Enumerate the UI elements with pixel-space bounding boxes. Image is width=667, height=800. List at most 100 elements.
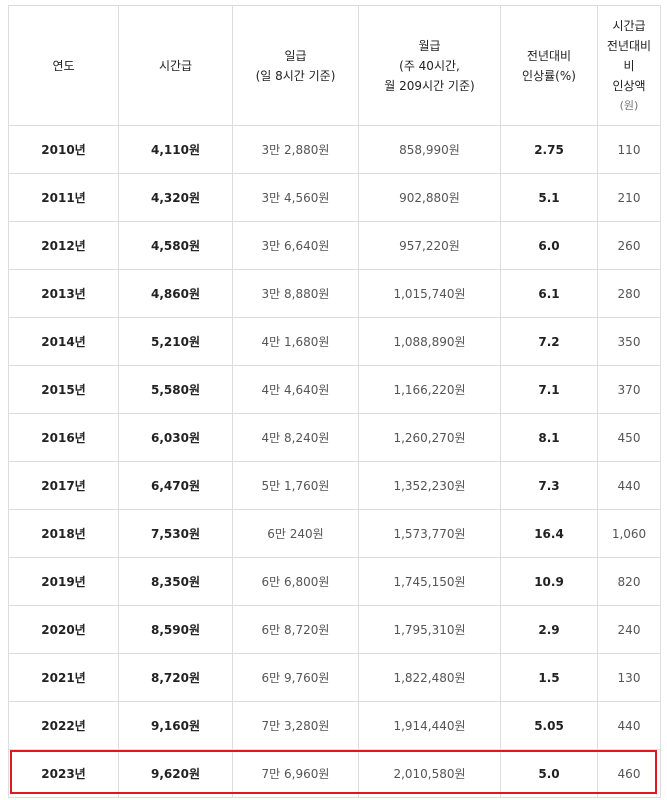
table-cell: 450 xyxy=(597,413,661,462)
table-cell: 6만 9,760원 xyxy=(232,653,359,702)
header-line: 월급 xyxy=(418,38,441,53)
table-cell: 370 xyxy=(597,365,661,414)
table-cell: 4,110원 xyxy=(118,125,233,174)
table-row: 2023년 9,620원 7만 6,960원 2,010,580원 5.0 460 xyxy=(8,749,661,798)
table-cell: 8,720원 xyxy=(118,653,233,702)
table-row: 2013년 4,860원 3만 8,880원 1,015,740원 6.1 280 xyxy=(8,269,661,318)
table-cell: 280 xyxy=(597,269,661,318)
table-row: 2019년 8,350원 6만 6,800원 1,745,150원 10.9 820 xyxy=(8,557,661,606)
table-cell: 210 xyxy=(597,173,661,222)
table-cell: 5.0 xyxy=(500,749,598,798)
table-cell: 440 xyxy=(597,701,661,750)
table-row: 2014년 5,210원 4만 1,680원 1,088,890원 7.2 350 xyxy=(8,317,661,366)
table-cell: 8.1 xyxy=(500,413,598,462)
wage-table: 연도 시간급 일급 (일 8시간 기준) 월급 (주 40시간, 월 209시간 기준) 전년… xyxy=(8,5,661,798)
table-cell: 2016년 xyxy=(8,413,119,462)
table-cell: 350 xyxy=(597,317,661,366)
table-cell: 7만 3,280원 xyxy=(232,701,359,750)
table-cell: 240 xyxy=(597,605,661,654)
table-cell: 6.1 xyxy=(500,269,598,318)
table-cell: 3만 6,640원 xyxy=(232,221,359,270)
table-cell: 1,573,770원 xyxy=(358,509,501,558)
table-cell: 2023년 xyxy=(8,749,119,798)
table-cell: 6만 6,800원 xyxy=(232,557,359,606)
table-row: 2010년 4,110원 3만 2,880원 858,990원 2.75 110 xyxy=(8,125,661,174)
table-cell: 2.75 xyxy=(500,125,598,174)
table-cell: 2013년 xyxy=(8,269,119,318)
table-cell: 110 xyxy=(597,125,661,174)
table-cell: 7,530원 xyxy=(118,509,233,558)
table-cell: 4만 4,640원 xyxy=(232,365,359,414)
table-cell: 4만 1,680원 xyxy=(232,317,359,366)
table-cell: 1,352,230원 xyxy=(358,461,501,510)
table-cell: 2010년 xyxy=(8,125,119,174)
header-cell: 일급 (일 8시간 기준) xyxy=(232,5,359,126)
header-cell: 시간급 전년대비 비 인상액 (원) xyxy=(597,5,661,126)
table-row: 2012년 4,580원 3만 6,640원 957,220원 6.0 260 xyxy=(8,221,661,270)
table-cell: 3만 4,560원 xyxy=(232,173,359,222)
header-line: (주 40시간, xyxy=(399,58,460,73)
table-cell: 16.4 xyxy=(500,509,598,558)
header-line: 월 209시간 기준) xyxy=(384,78,475,93)
table-cell: 460 xyxy=(597,749,661,798)
table-cell: 5,210원 xyxy=(118,317,233,366)
table-cell: 440 xyxy=(597,461,661,510)
table-cell: 2019년 xyxy=(8,557,119,606)
table-cell: 4,860원 xyxy=(118,269,233,318)
table-cell: 6만 8,720원 xyxy=(232,605,359,654)
table-cell: 2014년 xyxy=(8,317,119,366)
table-cell: 6.0 xyxy=(500,221,598,270)
table-cell: 9,160원 xyxy=(118,701,233,750)
header-line: 시간급 xyxy=(612,18,646,33)
table-cell: 5.1 xyxy=(500,173,598,222)
header-line: 전년대비 xyxy=(606,38,652,53)
table-cell: 1,015,740원 xyxy=(358,269,501,318)
table-cell: 3만 2,880원 xyxy=(232,125,359,174)
table-cell: 4,580원 xyxy=(118,221,233,270)
table-cell: 130 xyxy=(597,653,661,702)
table-cell: 5만 1,760원 xyxy=(232,461,359,510)
table-cell: 7.2 xyxy=(500,317,598,366)
header-line: 연도 xyxy=(52,58,75,73)
table-cell: 2012년 xyxy=(8,221,119,270)
table-cell: 2017년 xyxy=(8,461,119,510)
table-cell: 1.5 xyxy=(500,653,598,702)
header-line: (일 8시간 기준) xyxy=(255,68,336,83)
table-cell: 5.05 xyxy=(500,701,598,750)
table-cell: 7.1 xyxy=(500,365,598,414)
table-cell: 2021년 xyxy=(8,653,119,702)
table-cell: 1,166,220원 xyxy=(358,365,501,414)
table-cell: 10.9 xyxy=(500,557,598,606)
table-cell: 1,745,150원 xyxy=(358,557,501,606)
header-line: 인상률(%) xyxy=(522,68,576,83)
table-row: 2016년 6,030원 4만 8,240원 1,260,270원 8.1 450 xyxy=(8,413,661,462)
table-row: 2018년 7,530원 6만 240원 1,573,770원 16.4 1,060 xyxy=(8,509,661,558)
table-cell: 2015년 xyxy=(8,365,119,414)
header-cell: 월급 (주 40시간, 월 209시간 기준) xyxy=(358,5,501,126)
table-cell: 858,990원 xyxy=(358,125,501,174)
table-cell: 6,470원 xyxy=(118,461,233,510)
table-cell: 8,590원 xyxy=(118,605,233,654)
table-cell: 6만 240원 xyxy=(232,509,359,558)
table-row: 2022년 9,160원 7만 3,280원 1,914,440원 5.05 440 xyxy=(8,701,661,750)
table-row: 2011년 4,320원 3만 4,560원 902,880원 5.1 210 xyxy=(8,173,661,222)
table-cell: 6,030원 xyxy=(118,413,233,462)
table-row: 2015년 5,580원 4만 4,640원 1,166,220원 7.1 370 xyxy=(8,365,661,414)
table-row: 2021년 8,720원 6만 9,760원 1,822,480원 1.5 130 xyxy=(8,653,661,702)
header-row: 연도 시간급 일급 (일 8시간 기준) 월급 (주 40시간, 월 209시간 기준) 전년… xyxy=(8,5,661,126)
table-cell: 2011년 xyxy=(8,173,119,222)
table-cell: 9,620원 xyxy=(118,749,233,798)
header-line: (원) xyxy=(619,98,639,112)
table-cell: 902,880원 xyxy=(358,173,501,222)
table-cell: 5,580원 xyxy=(118,365,233,414)
table-wrap: 연도 시간급 일급 (일 8시간 기준) 월급 (주 40시간, 월 209시간 기준) 전년… xyxy=(8,5,661,798)
table-cell: 7만 6,960원 xyxy=(232,749,359,798)
table-row: 2020년 8,590원 6만 8,720원 1,795,310원 2.9 240 xyxy=(8,605,661,654)
table-cell: 2,010,580원 xyxy=(358,749,501,798)
table-cell: 2020년 xyxy=(8,605,119,654)
table-cell: 260 xyxy=(597,221,661,270)
table-cell: 1,260,270원 xyxy=(358,413,501,462)
table-cell: 1,914,440원 xyxy=(358,701,501,750)
table-cell: 820 xyxy=(597,557,661,606)
